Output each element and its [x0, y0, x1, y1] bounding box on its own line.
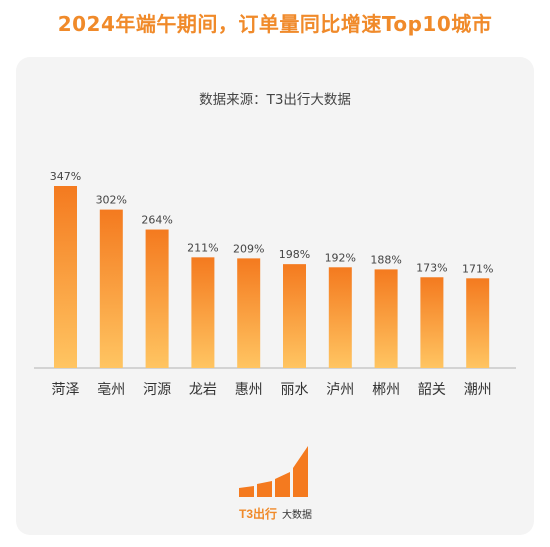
value-label: 211% — [187, 241, 218, 254]
category-label: 丽水 — [281, 382, 309, 398]
bar-菏泽 — [54, 186, 77, 368]
category-label: 亳州 — [97, 381, 125, 398]
chart-subtitle: 数据来源：T3出行大数据 — [199, 92, 351, 108]
chart-title: 2024年端午期间，订单量同比增速Top10城市 — [57, 12, 493, 36]
value-label: 173% — [416, 261, 447, 274]
category-label: 河源 — [143, 382, 171, 398]
logo-suffix: 大数据 — [282, 508, 312, 521]
category-label: 惠州 — [235, 382, 263, 398]
category-label: 龙岩 — [189, 382, 217, 398]
bar-韶关 — [420, 277, 444, 368]
value-label: 188% — [370, 253, 401, 266]
logo-brand: T3出行 — [239, 506, 277, 521]
bar-丽水 — [283, 264, 306, 368]
bar-河源 — [145, 229, 169, 368]
bar-郴州 — [374, 269, 398, 368]
value-label: 198% — [279, 248, 310, 261]
value-label: 171% — [462, 262, 493, 275]
category-label: 韶关 — [418, 382, 446, 398]
bar-龙岩 — [191, 257, 215, 368]
value-label: 347% — [50, 170, 81, 183]
value-label: 264% — [141, 214, 172, 227]
category-label: 潮州 — [464, 382, 492, 398]
logo-bars-icon — [239, 446, 308, 497]
value-label: 192% — [325, 251, 356, 264]
bar-潮州 — [466, 278, 490, 368]
value-label: 302% — [96, 194, 127, 207]
bar-泸州 — [328, 267, 352, 368]
bar-惠州 — [237, 258, 261, 368]
category-label: 泸州 — [326, 382, 354, 398]
value-label: 209% — [233, 242, 264, 255]
category-label: 郴州 — [372, 382, 400, 398]
category-label: 菏泽 — [52, 382, 80, 398]
bar-亳州 — [99, 209, 123, 368]
